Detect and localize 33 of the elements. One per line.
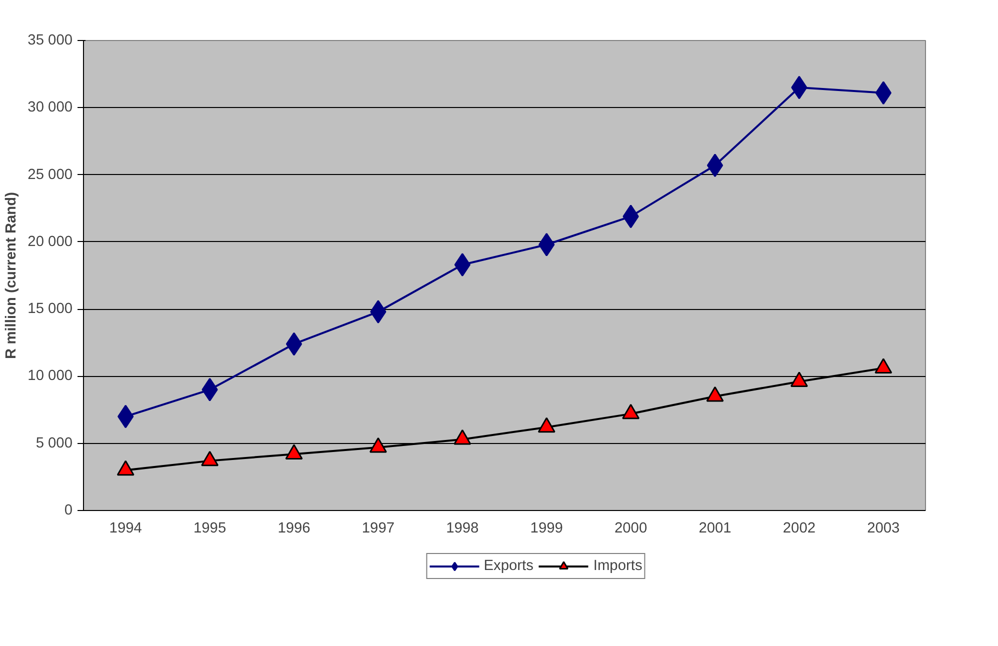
x-tick-label: 1997: [362, 520, 395, 536]
x-tick-label: 2000: [614, 520, 648, 536]
x-tick-label: 2003: [867, 520, 900, 536]
point: [538, 417, 556, 433]
point: [706, 154, 724, 178]
y-tick-label: 35 000: [28, 32, 72, 48]
point: [286, 332, 302, 356]
x-tick-label: 1999: [530, 520, 563, 536]
x-tick-label: 1996: [278, 520, 310, 536]
y-tick-label: 20 000: [28, 234, 72, 250]
y-tick-label: 10 000: [28, 368, 72, 384]
legend-label: Imports: [593, 558, 642, 574]
x-tick-label: 2002: [782, 520, 816, 536]
point: [874, 358, 892, 374]
x-tick-label: 1998: [446, 520, 479, 536]
point: [285, 444, 303, 460]
point: [369, 437, 387, 453]
y-tick-label: 15 000: [28, 301, 72, 318]
point: [201, 450, 219, 466]
point: [622, 404, 640, 420]
legend-label: Exports: [484, 558, 534, 574]
x-tick-label: 1995: [194, 520, 226, 536]
y-tick-label: 0: [64, 502, 73, 518]
y-tick-label: 25 000: [28, 166, 72, 183]
x-tick-label: 1994: [109, 520, 142, 536]
point: [706, 386, 724, 402]
point: [454, 429, 472, 445]
y-tick-label: 30 000: [28, 100, 72, 116]
x-tick-label: 2001: [698, 520, 732, 536]
point: [790, 372, 808, 387]
y-tick-label: 5 000: [36, 435, 73, 452]
y-axis-title: R million (current Rand): [4, 192, 20, 359]
point: [116, 460, 134, 476]
